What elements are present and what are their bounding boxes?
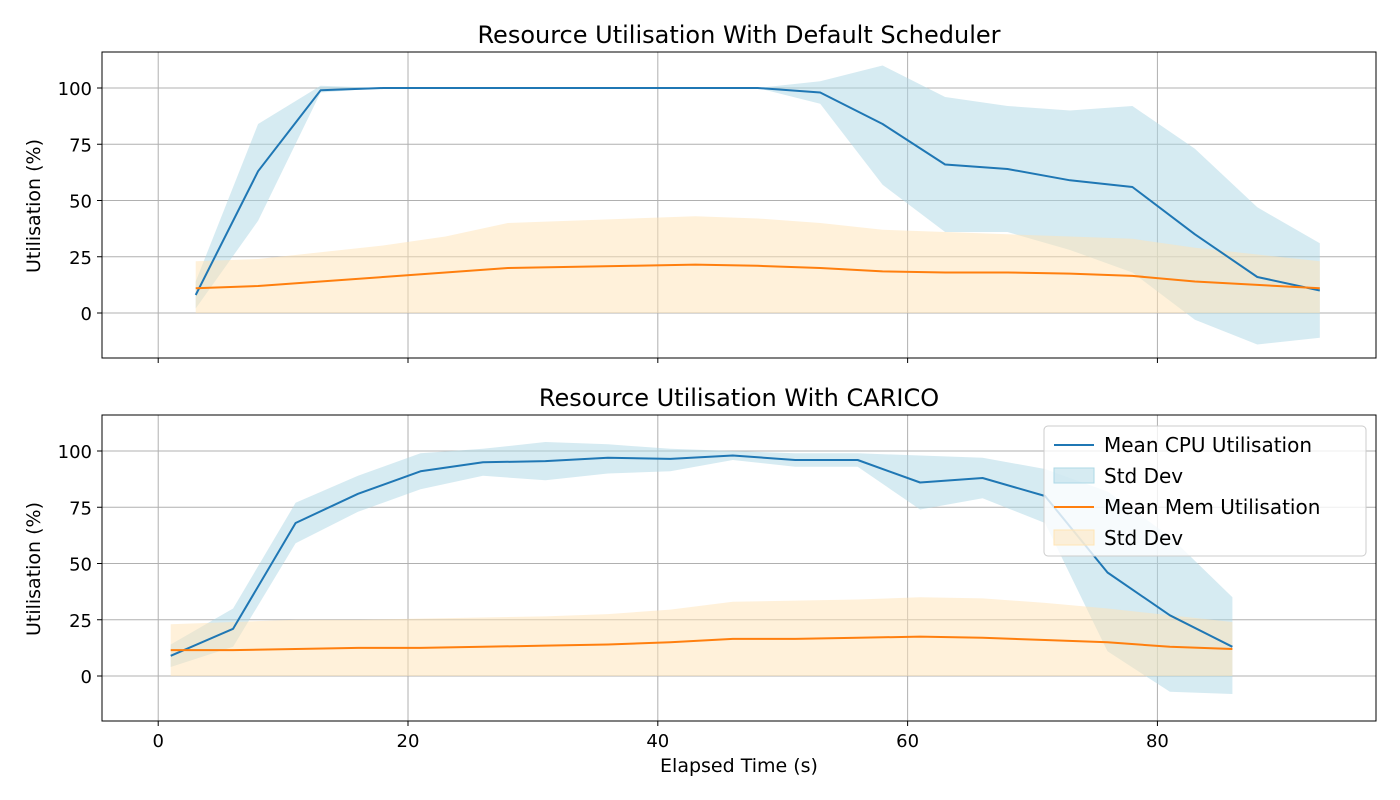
bottom-x-tick-label: 60 <box>896 731 919 752</box>
bottom-x-tick-label: 40 <box>646 731 669 752</box>
x-axis-label: Elapsed Time (s) <box>660 755 818 777</box>
bottom-x-tick-label: 0 <box>152 731 163 752</box>
legend-band-swatch <box>1053 529 1095 546</box>
top-y-tick-label: 100 <box>58 79 92 100</box>
top-mean-cpu-line <box>194 87 1321 296</box>
top-axes-frame <box>101 51 1377 359</box>
top-subplot: Resource Utilisation With Default Schedu… <box>23 21 1377 363</box>
legend-label: Std Dev <box>1104 526 1183 550</box>
bottom-y-tick-label: 100 <box>58 442 92 463</box>
top-mean-mem-line <box>195 263 1320 290</box>
bottom-y-tick-label: 0 <box>81 667 92 688</box>
bottom-mean-mem-line <box>170 635 1233 652</box>
legend-label: Mean CPU Utilisation <box>1104 433 1312 457</box>
top-mem-std-dev-band <box>195 216 1320 313</box>
legend-box <box>1043 425 1367 557</box>
bottom-y-tick-label: 50 <box>69 555 92 576</box>
top-y-tick-label: 0 <box>81 304 92 325</box>
bottom-subplot: Resource Utilisation With CARICO Utilisa… <box>23 384 1377 777</box>
bottom-mem-std-dev-band <box>170 597 1233 676</box>
top-y-tick-label: 25 <box>69 248 92 269</box>
bottom-y-axis-label: Utilisation (%) <box>23 502 45 636</box>
top-y-tick-label: 50 <box>69 192 92 213</box>
bottom-plot-title: Resource Utilisation With CARICO <box>539 384 939 412</box>
legend-label: Mean Mem Utilisation <box>1104 495 1320 519</box>
legend-label: Std Dev <box>1104 464 1183 488</box>
top-plot-title: Resource Utilisation With Default Schedu… <box>477 21 1000 49</box>
bottom-y-tick-label: 75 <box>69 498 92 519</box>
top-y-axis-label: Utilisation (%) <box>23 139 45 273</box>
bottom-axes-frame <box>101 414 1377 722</box>
top-plot-area: 0 25 50 75 100 <box>58 51 1377 363</box>
legend-band-swatch <box>1053 467 1095 484</box>
bottom-x-tick-label: 20 <box>397 731 420 752</box>
bottom-y-tick-label: 25 <box>69 611 92 632</box>
top-cpu-std-dev-band <box>195 65 1320 345</box>
legend: Mean CPU Utilisation Std Dev Mean Mem Util… <box>1043 425 1367 557</box>
top-y-tick-label: 75 <box>69 135 92 156</box>
bottom-x-tick-label: 80 <box>1146 731 1169 752</box>
